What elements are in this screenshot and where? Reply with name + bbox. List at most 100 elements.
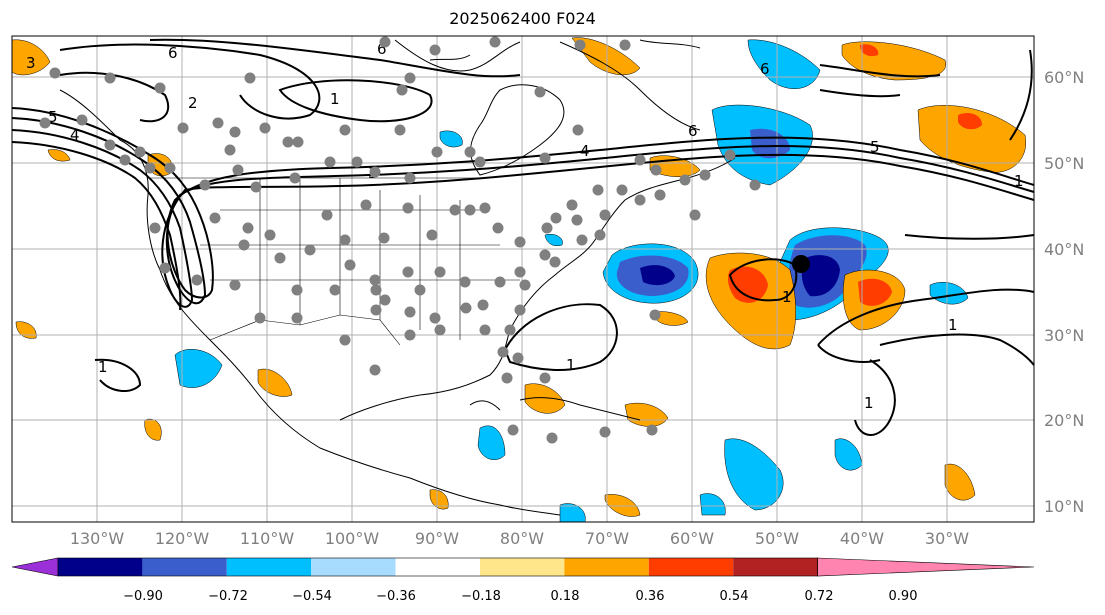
station-dot: [199, 179, 211, 191]
anomaly-shading: [11, 37, 1027, 523]
contour-label: 4: [70, 126, 80, 144]
lat-label: 60°N: [1044, 68, 1084, 87]
station-dot: [654, 189, 666, 201]
station-dot: [519, 279, 531, 291]
station-dot: [177, 122, 189, 134]
station-dot: [539, 249, 551, 261]
contour-value-labels: 3 6 5 4 2 6 3 1 6 4 6 1 5 1 1 1 1 1: [26, 40, 1024, 412]
station-dot: [634, 194, 646, 206]
station-dot: [514, 266, 526, 278]
colorbar-tick-label: −0.18: [461, 589, 501, 604]
station-dot: [539, 152, 551, 164]
contour-label: 2: [188, 94, 198, 112]
shade-blue-gl: [544, 234, 563, 246]
station-dot: [304, 244, 316, 256]
colorbar-cell: [58, 558, 143, 576]
colorbar-tick-label: −0.90: [123, 589, 163, 604]
station-dot: [244, 72, 256, 84]
shade-blue-car: [477, 425, 506, 460]
lat-label: 50°N: [1044, 154, 1084, 173]
station-dot: [699, 169, 711, 181]
station-dot: [394, 124, 406, 136]
station-dot: [431, 146, 443, 158]
station-dot: [616, 184, 628, 196]
colorbar-extend-low: [11, 557, 59, 577]
station-dot: [464, 204, 476, 216]
station-dot: [404, 72, 416, 84]
station-dot: [209, 212, 221, 224]
station-dot: [164, 162, 176, 174]
colorbar-tick-label: 0.54: [720, 589, 749, 604]
station-dot: [429, 312, 441, 324]
station-dot: [402, 266, 414, 278]
station-dot: [282, 136, 294, 148]
station-dot: [378, 232, 390, 244]
lon-label: 30°W: [925, 529, 969, 548]
station-dot: [229, 279, 241, 291]
contour-label: 1: [330, 90, 340, 108]
station-dot: [574, 39, 586, 51]
station-dot: [492, 222, 504, 234]
station-dot: [489, 36, 501, 48]
shade-orange-nw: [11, 39, 51, 76]
contour-label: 6: [168, 44, 178, 62]
station-dot: [289, 172, 301, 184]
station-dot: [321, 209, 333, 221]
lon-label: 130°W: [70, 529, 125, 548]
station-dot: [404, 172, 416, 184]
colorbar-cell: [480, 558, 565, 576]
colorbar-cell: [142, 558, 227, 576]
station-dot: [474, 156, 486, 168]
shade-blue-e: [929, 282, 969, 305]
shade-orange-sm5: [47, 149, 71, 162]
station-dot: [434, 266, 446, 278]
station-dot: [479, 324, 491, 336]
station-dot: [504, 324, 516, 336]
contour-label: 5: [870, 138, 880, 156]
lon-label: 120°W: [155, 529, 210, 548]
lat-label: 30°N: [1044, 326, 1084, 345]
station-dot: [49, 67, 61, 79]
station-dot: [477, 299, 489, 311]
station-markers: [39, 36, 761, 444]
colorbar-extend-high: [817, 557, 1035, 577]
political-borders: [150, 177, 520, 346]
colorbar-cell: [311, 558, 396, 576]
station-dot: [149, 222, 161, 234]
station-dot: [242, 222, 254, 234]
station-dot: [566, 199, 578, 211]
shade-red-n: [860, 44, 879, 57]
shade-mid-n-atl: [750, 128, 790, 159]
station-dot: [494, 276, 506, 288]
latitude-labels: 60°N 50°N 40°N 30°N 20°N 10°N: [1044, 68, 1084, 516]
station-dot: [291, 312, 303, 324]
station-dot: [191, 274, 203, 286]
contour-label: 1: [948, 316, 958, 334]
station-dot: [594, 229, 606, 241]
colorbar-tick-label: −0.54: [292, 589, 332, 604]
station-dot: [292, 136, 304, 148]
lon-label: 100°W: [325, 529, 380, 548]
station-dot: [459, 276, 471, 288]
station-dot: [360, 199, 372, 211]
station-dot: [619, 39, 631, 51]
shade-orange-ga: [524, 383, 566, 414]
lon-label: 110°W: [240, 529, 295, 548]
station-dot: [649, 309, 661, 321]
station-dot: [274, 252, 286, 264]
station-dot: [501, 372, 513, 384]
lon-label: 80°W: [500, 529, 544, 548]
colorbar-cell: [564, 558, 649, 576]
station-dot: [259, 122, 271, 134]
station-dot: [339, 124, 351, 136]
station-dot: [550, 212, 562, 224]
contour-label: 1: [566, 356, 576, 374]
shade-red-atl-1: [727, 266, 768, 303]
station-dot: [514, 304, 526, 316]
station-dot: [369, 274, 381, 286]
contour-label: 1: [782, 288, 792, 306]
station-dot: [497, 346, 509, 358]
station-dot: [369, 166, 381, 178]
station-dot: [449, 204, 461, 216]
station-dot: [404, 329, 416, 341]
